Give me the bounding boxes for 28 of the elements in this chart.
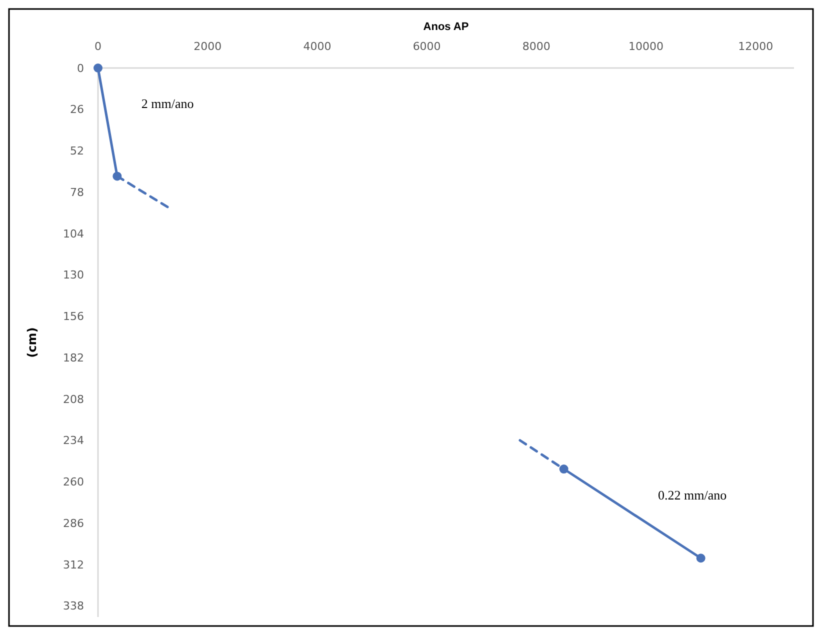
y-tick-label: 208 (63, 392, 84, 406)
x-tick-label: 10000 (628, 40, 664, 53)
x-tick-label: 6000 (412, 40, 441, 53)
y-tick-label: 234 (63, 434, 84, 448)
annotation: 2 mm/ano (141, 96, 194, 112)
annotation: 0.22 mm/ano (658, 488, 727, 503)
point (559, 464, 568, 474)
y-axis-title: (cm) (25, 327, 39, 358)
y-tick-label: 156 (63, 310, 84, 324)
y-tick-label: 312 (63, 558, 84, 572)
y-tick-label: 52 (70, 144, 84, 158)
x-tick-label: 0 (94, 40, 102, 53)
x-tick-label: 12000 (738, 40, 774, 53)
x-tick-label: 2000 (194, 40, 222, 53)
y-tick-label: 104 (63, 227, 84, 240)
y-tick-label: 182 (63, 351, 84, 364)
y-tick-label: 26 (70, 103, 84, 116)
x-tick-label: 4000 (303, 40, 332, 53)
y-tick-label: 130 (63, 268, 84, 282)
y-tick-label: 78 (70, 186, 84, 199)
point (696, 554, 706, 563)
y-tick-label: 286 (63, 516, 84, 530)
y-tick-label: 338 (63, 600, 84, 613)
point (94, 64, 102, 72)
x-axis-title: Anos AP (423, 21, 469, 33)
y-tick-label: 0 (77, 62, 84, 75)
y-tick-label: 260 (63, 476, 84, 489)
x-tick-label: 8000 (522, 40, 550, 53)
